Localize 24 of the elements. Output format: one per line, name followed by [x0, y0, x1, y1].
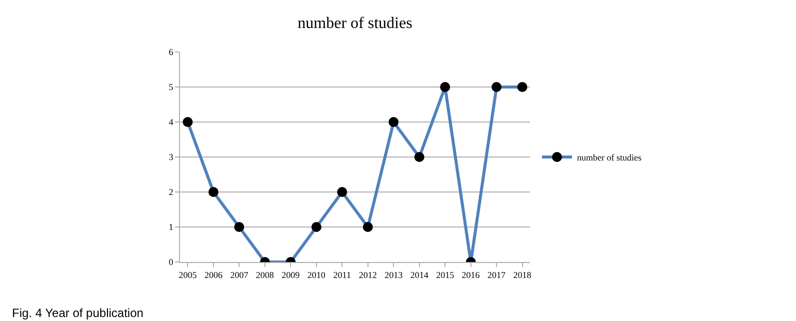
y-tick-label: 1 [168, 222, 174, 232]
y-tick-label: 0 [168, 257, 174, 268]
chart-title: number of studies [298, 15, 412, 32]
caption: Fig. 4 Year of publication [12, 306, 144, 320]
x-tick-label: 2005 [178, 270, 198, 280]
x-tick-label: 2017 [488, 270, 506, 280]
x-tick-label: 2013 [384, 270, 404, 280]
x-tick-label: 2014 [410, 270, 429, 280]
y-tick-label: 2 [168, 187, 174, 198]
y-tick-label: 3 [168, 152, 174, 162]
legend-label: number of studies [577, 152, 642, 163]
x-tick-label: 2006 [204, 270, 223, 280]
y-tick-label: 6 [168, 47, 174, 58]
x-tick-label: 2007 [230, 270, 249, 280]
x-tick-label: 2016 [462, 270, 480, 280]
x-tick-label: 2011 [333, 270, 351, 280]
y-tick-label: 4 [168, 117, 174, 128]
x-tick-label: 2008 [256, 270, 274, 280]
x-tick-label: 2018 [513, 270, 532, 280]
y-tick-label: 5 [168, 82, 174, 92]
x-tick-label: 2010 [307, 270, 326, 280]
x-tick-label: 2009 [282, 270, 300, 280]
x-tick-label: 2012 [358, 270, 377, 280]
x-tick-label: 2015 [436, 270, 455, 280]
